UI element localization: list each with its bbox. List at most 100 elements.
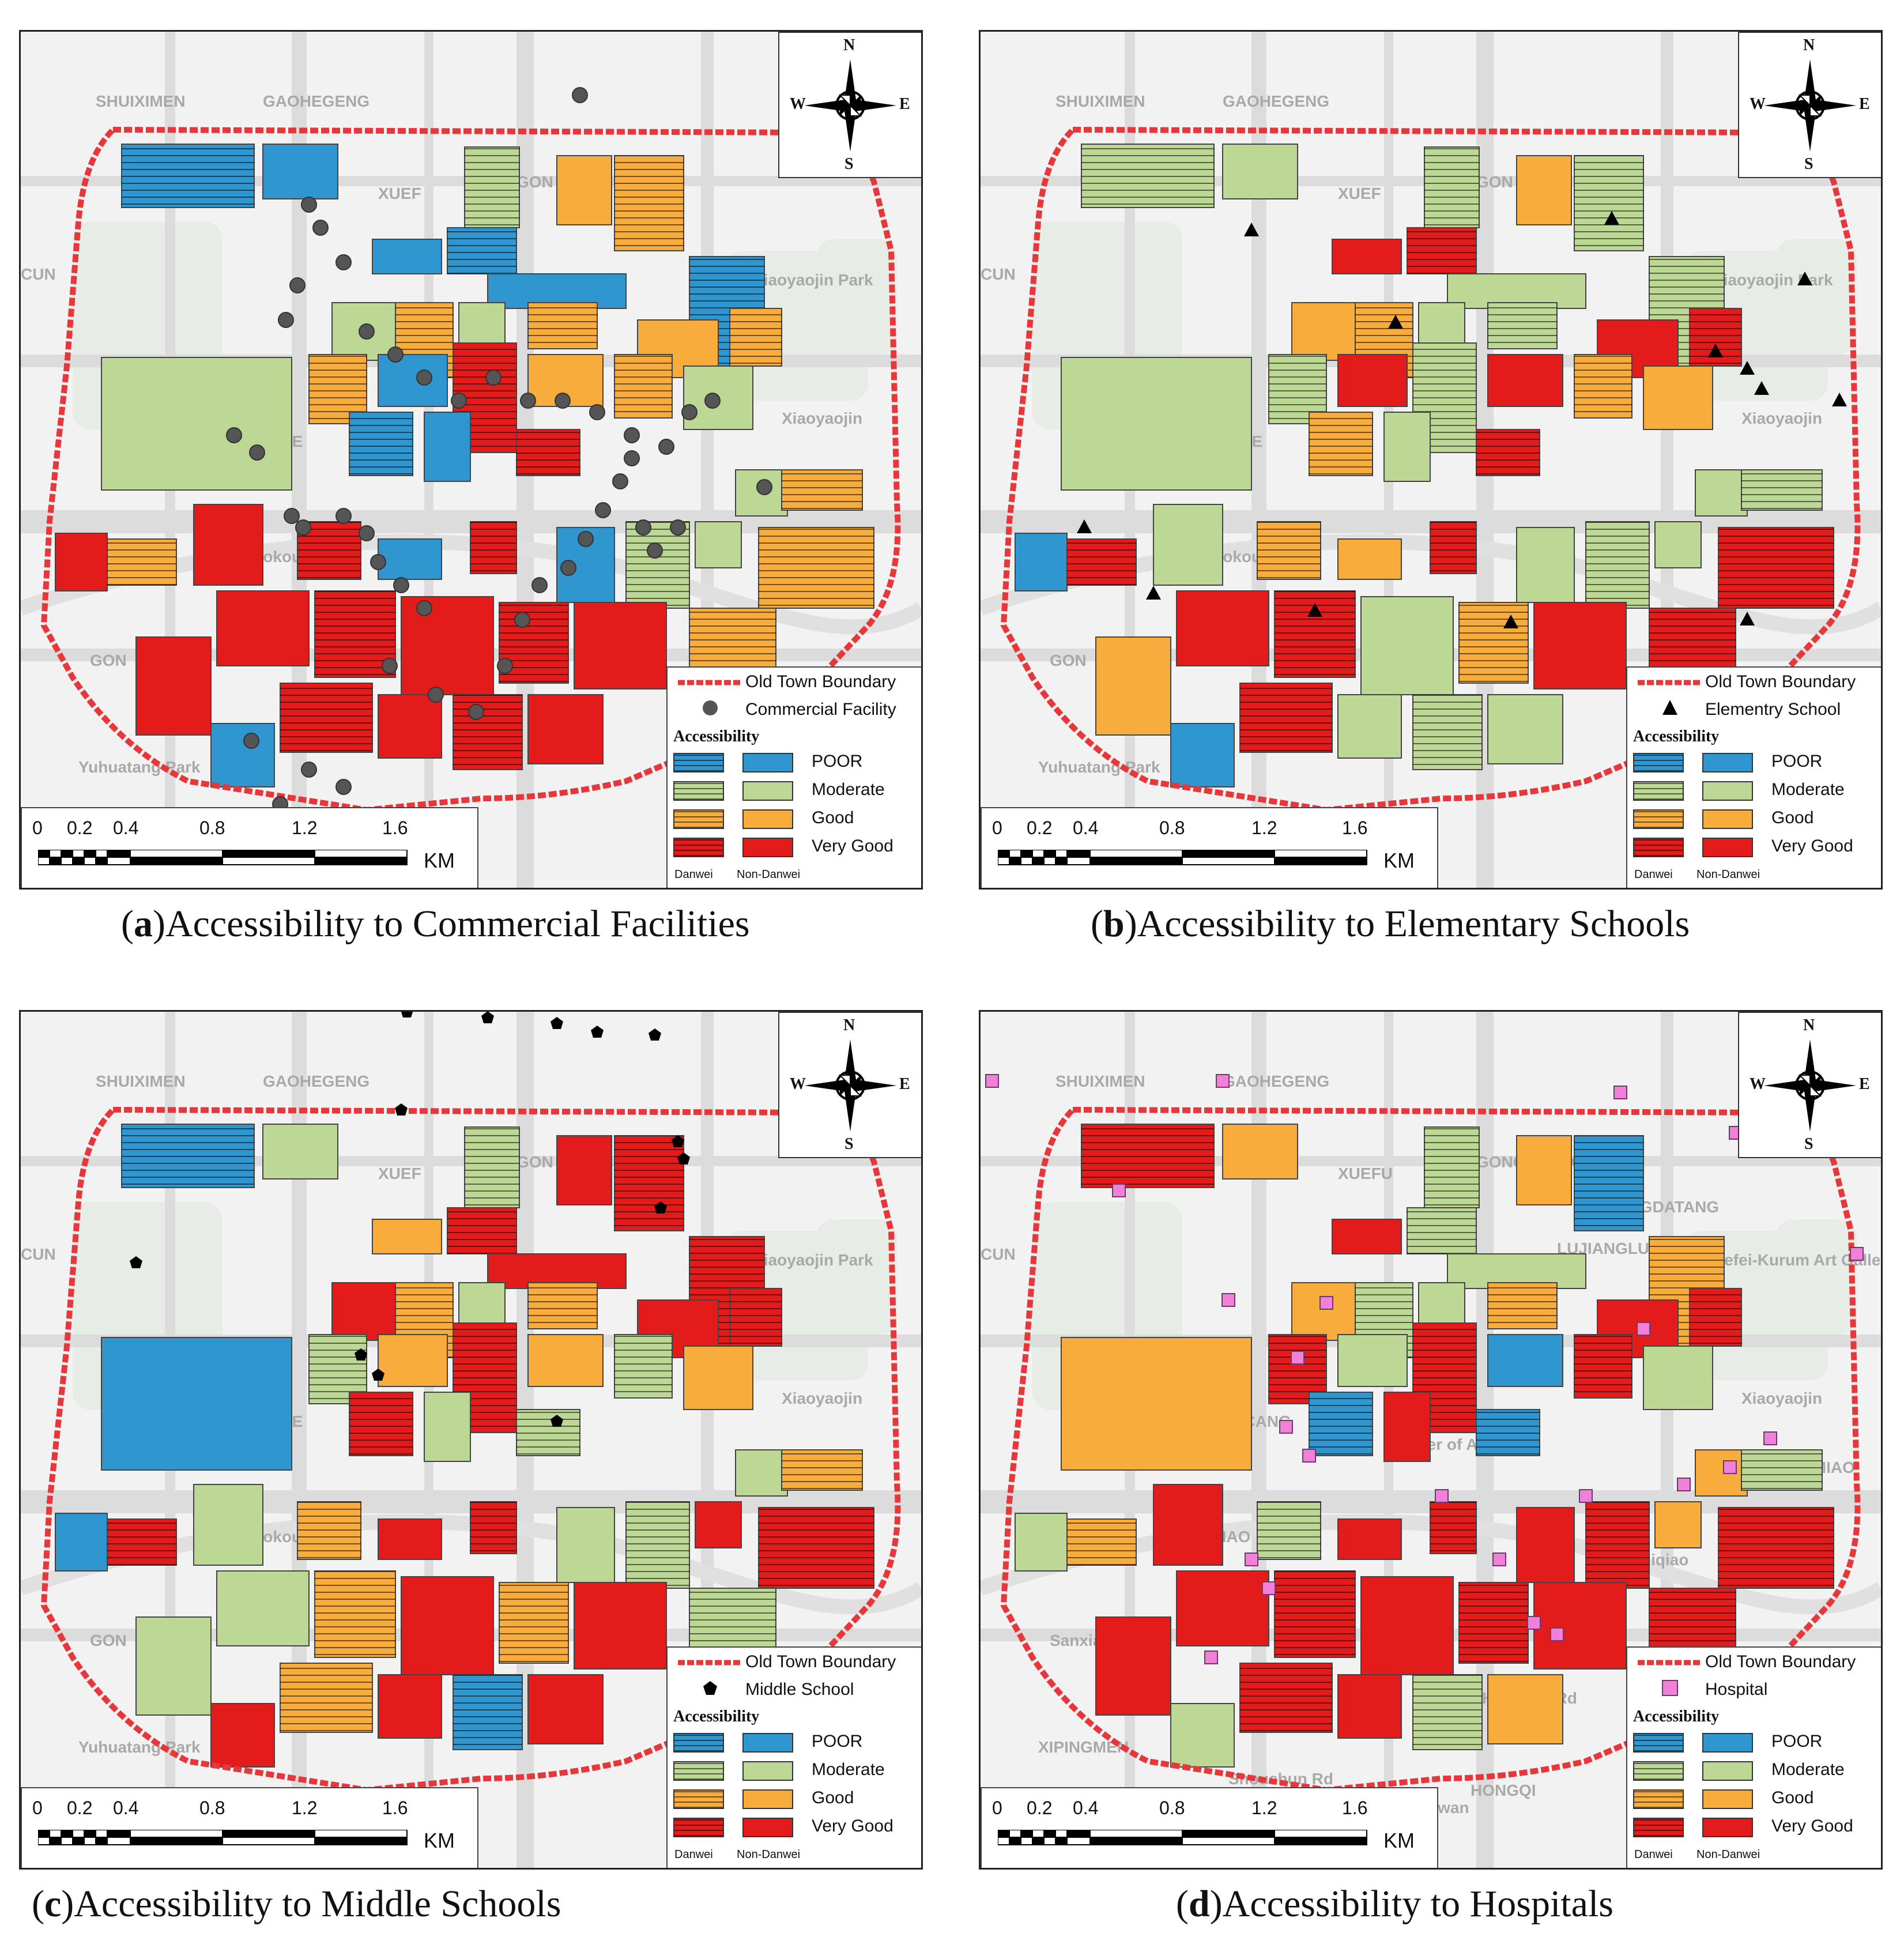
- legend-sub-non-danwei: Non-Danwei: [737, 868, 801, 881]
- facility-marker: [1435, 1489, 1449, 1503]
- legend-sub-danwei: Danwei: [674, 1848, 713, 1861]
- facility-marker: [612, 473, 628, 489]
- facility-marker: [1677, 1478, 1691, 1491]
- facility-marker: [278, 312, 294, 328]
- land-parcel: [55, 533, 108, 591]
- facility-marker: [1492, 1552, 1506, 1566]
- place-label: Yuhuatang Park: [1038, 758, 1160, 776]
- legend-swatch-danwei: [673, 838, 724, 857]
- facility-marker: [1221, 1293, 1235, 1307]
- place-label: GON: [516, 1153, 553, 1171]
- map-legend: Old Town Boundary Hospital Accessibility PO…: [1626, 1646, 1881, 1868]
- legend-header: Accessibility: [1633, 728, 1720, 745]
- facility-marker: [681, 404, 697, 420]
- place-label: GON: [516, 173, 553, 191]
- land-parcel: [1487, 694, 1563, 764]
- old-town-boundary: [1000, 1106, 1861, 1793]
- land-parcel: [378, 1334, 448, 1387]
- facility-marker: [591, 1026, 604, 1038]
- legend-swatch-danwei: [1633, 809, 1684, 829]
- land-parcel: [378, 354, 448, 407]
- compass-n-label: N: [843, 1016, 855, 1034]
- place-label: Xiaoyaojin Park: [753, 1251, 873, 1269]
- boundary-legend-label: Old Town Boundary: [745, 672, 896, 691]
- facility-legend-icon: [703, 1681, 717, 1695]
- panel-letter: c: [44, 1883, 62, 1925]
- legend-swatch-danwei: [1633, 1789, 1684, 1809]
- legend-class-label: Good: [1771, 808, 1814, 827]
- facility-marker: [226, 427, 242, 443]
- scale-tick-label: 1.2: [292, 1798, 318, 1818]
- land-parcel: [1095, 1616, 1171, 1716]
- legend-swatch-danwei: [673, 1761, 724, 1781]
- legend-header: Accessibility: [673, 1708, 760, 1725]
- land-parcel: [1337, 538, 1402, 580]
- legend-class-label: Moderate: [1771, 780, 1845, 799]
- facility-marker: [1604, 211, 1619, 225]
- land-parcel: [1015, 1513, 1068, 1572]
- scale-tick-label: 0.4: [113, 1798, 139, 1818]
- place-label: Xiaoyaojin Park: [753, 271, 873, 289]
- land-parcel: [378, 1518, 442, 1560]
- facility-marker: [1740, 361, 1755, 375]
- scale-tick-label: 0.4: [1073, 1798, 1099, 1818]
- compass-s-label: S: [1804, 155, 1813, 173]
- facility-marker: [335, 779, 352, 795]
- scale-unit: KM: [424, 1829, 455, 1852]
- land-parcel: [1153, 504, 1223, 586]
- facility-marker: [1204, 1650, 1218, 1664]
- legend-class-label: Very Good: [812, 836, 893, 856]
- compass-s-label: S: [844, 1135, 854, 1153]
- scale-unit: KM: [424, 849, 455, 872]
- land-parcel: [1332, 239, 1402, 274]
- land-parcel: [1095, 636, 1171, 736]
- legend-class-label: Good: [1771, 1788, 1814, 1807]
- facility-marker: [520, 393, 536, 409]
- facility-marker: [647, 542, 663, 559]
- map-legend: Old Town Boundary Middle School Accessibil…: [666, 1646, 921, 1868]
- facility-marker: [359, 525, 375, 541]
- facility-legend-label: Commercial Facility: [745, 700, 896, 719]
- compass-w-label: W: [1750, 1075, 1766, 1093]
- facility-marker: [1754, 381, 1769, 395]
- map-legend: Old Town Boundary Commercial Facility Acce…: [666, 666, 921, 888]
- land-parcel: [401, 1576, 494, 1675]
- land-parcel: [378, 538, 442, 580]
- facility-marker: [428, 687, 444, 703]
- legend-swatch-non-danwei: [1702, 838, 1753, 857]
- compass-rose: N S W E: [1738, 32, 1881, 178]
- land-parcel: [424, 412, 471, 482]
- land-parcel: [1291, 1282, 1356, 1341]
- compass-e-label: E: [899, 1075, 910, 1093]
- facility-marker: [355, 1348, 367, 1361]
- land-parcel: [556, 155, 612, 225]
- facility-marker: [382, 658, 398, 674]
- facility-marker: [1262, 1581, 1276, 1595]
- panel-caption-text: Accessibility to Middle Schools: [74, 1883, 561, 1925]
- facility-marker: [1146, 586, 1161, 600]
- facility-marker: [1740, 612, 1755, 625]
- scale-tick-label: 0.4: [113, 817, 139, 838]
- compass-star-icon: [804, 59, 896, 152]
- legend-swatch-non-danwei: [742, 1789, 793, 1809]
- land-parcel: [574, 1582, 667, 1670]
- facility-marker: [1319, 1296, 1333, 1310]
- scale-tick-label: 1.2: [1251, 817, 1277, 838]
- old-town-boundary: [40, 1106, 901, 1793]
- legend-swatch-danwei: [673, 809, 724, 829]
- land-parcel: [1015, 533, 1068, 591]
- land-parcel: [1516, 527, 1575, 603]
- legend-swatch-non-danwei: [1702, 1761, 1753, 1781]
- land-parcel: [378, 1674, 442, 1739]
- land-parcel: [527, 1334, 604, 1387]
- compass-w-label: W: [1750, 95, 1766, 113]
- land-parcel: [193, 1484, 263, 1566]
- scale-bar-graphic: [998, 850, 1367, 865]
- facility-marker: [481, 1012, 494, 1023]
- land-parcel: [262, 1124, 338, 1180]
- land-parcel: [1487, 1334, 1563, 1387]
- facility-marker: [295, 519, 311, 536]
- legend-swatch-danwei: [673, 1789, 724, 1809]
- land-parcel: [1332, 1219, 1402, 1254]
- place-label: GAOHEGENG: [1223, 1072, 1329, 1090]
